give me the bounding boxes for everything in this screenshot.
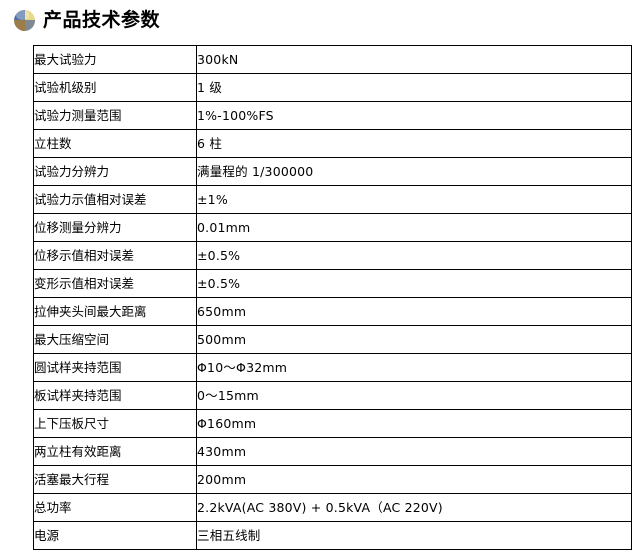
table-row: 两立柱有效距离 430mm: [33, 437, 632, 466]
spec-value-cell: Φ10～Φ32mm: [196, 353, 632, 382]
page-title: 产品技术参数: [43, 8, 161, 31]
table-row: 立柱数 6 柱: [33, 129, 632, 158]
table-row: 位移示值相对误差 ±0.5%: [33, 241, 632, 270]
spec-label-cell: 试验力测量范围: [33, 101, 197, 130]
spec-value-cell: 300kN: [196, 45, 632, 74]
spec-label-cell: 立柱数: [33, 129, 197, 158]
table-row: 圆试样夹持范围 Φ10～Φ32mm: [33, 353, 632, 382]
table-row: 电源 三相五线制: [33, 521, 632, 550]
spec-value-cell: 三相五线制: [196, 521, 632, 550]
spec-label-cell: 位移测量分辨力: [33, 213, 197, 242]
pie-gloss-highlight: [15, 10, 29, 20]
table-row: 位移测量分辨力 0.01mm: [33, 213, 632, 242]
spec-table-container: 最大试验力 300kN 试验机级别 1 级试验力测量范围 1%-100%FS 立柱数 6 柱…: [33, 45, 632, 550]
table-row: 最大压缩空间 500mm: [33, 325, 632, 354]
spec-value-cell: ±0.5%: [196, 269, 632, 298]
spec-label-cell: 板试样夹持范围: [33, 381, 197, 410]
spec-value-cell: 1 级: [196, 73, 632, 102]
table-row: 试验力测量范围 1%-100%FS: [33, 101, 632, 130]
spec-value-cell: 430mm: [196, 437, 632, 466]
table-row: 试验力示值相对误差 ±1%: [33, 185, 632, 214]
pie-quadrant-4: [24, 20, 35, 31]
spec-value-cell: 650mm: [196, 297, 632, 326]
table-row: 板试样夹持范围 0～15mm: [33, 381, 632, 410]
spec-value-cell: 200mm: [196, 465, 632, 494]
spec-label-cell: 最大试验力: [33, 45, 197, 74]
spec-value-cell: 0.01mm: [196, 213, 632, 242]
spec-value-cell: 500mm: [196, 325, 632, 354]
spec-value-cell: ±0.5%: [196, 241, 632, 270]
spec-value-cell: 2.2kVA(AC 380V) + 0.5kVA（AC 220V): [196, 493, 632, 522]
spec-value-cell: 满量程的 1/300000: [196, 157, 632, 186]
spec-label-cell: 变形示值相对误差: [33, 269, 197, 298]
spec-label-cell: 活塞最大行程: [33, 465, 197, 494]
product-spec-table: 最大试验力 300kN 试验机级别 1 级试验力测量范围 1%-100%FS 立柱数 6 柱…: [33, 45, 632, 550]
pie-quadrant-1: [14, 9, 25, 20]
spec-value-cell: Φ160mm: [196, 409, 632, 438]
spec-label-cell: 两立柱有效距离: [33, 437, 197, 466]
pie-quadrant-3: [14, 20, 25, 31]
spec-label-cell: 位移示值相对误差: [33, 241, 197, 270]
table-row: 试验机级别 1 级: [33, 73, 632, 102]
spec-table-body: 最大试验力 300kN 试验机级别 1 级试验力测量范围 1%-100%FS 立柱数 6 柱…: [33, 45, 632, 550]
table-row: 总功率 2.2kVA(AC 380V) + 0.5kVA（AC 220V): [33, 493, 632, 522]
table-row: 最大试验力 300kN: [33, 45, 632, 74]
spec-value-cell: 0～15mm: [196, 381, 632, 410]
spec-label-cell: 试验力分辨力: [33, 157, 197, 186]
spec-value-cell: 6 柱: [196, 129, 632, 158]
spec-value-cell: 1%-100%FS: [196, 101, 632, 130]
spec-label-cell: 圆试样夹持范围: [33, 353, 197, 382]
spec-label-cell: 总功率: [33, 493, 197, 522]
table-row: 试验力分辨力 满量程的 1/300000: [33, 157, 632, 186]
spec-label-cell: 上下压板尺寸: [33, 409, 197, 438]
spec-label-cell: 拉伸夹头间最大距离: [33, 297, 197, 326]
table-row: 变形示值相对误差 ±0.5%: [33, 269, 632, 298]
spec-label-cell: 试验力示值相对误差: [33, 185, 197, 214]
spec-label-cell: 电源: [33, 521, 197, 550]
pie-quadrant-2: [24, 9, 35, 20]
table-row: 拉伸夹头间最大距离 650mm: [33, 297, 632, 326]
table-row: 上下压板尺寸 Φ160mm: [33, 409, 632, 438]
table-row: 活塞最大行程 200mm: [33, 465, 632, 494]
spec-value-cell: ±1%: [196, 185, 632, 214]
pie-sphere-icon: [14, 9, 35, 31]
spec-label-cell: 最大压缩空间: [33, 325, 197, 354]
page-header: 产品技术参数: [0, 0, 642, 40]
spec-label-cell: 试验机级别: [33, 73, 197, 102]
